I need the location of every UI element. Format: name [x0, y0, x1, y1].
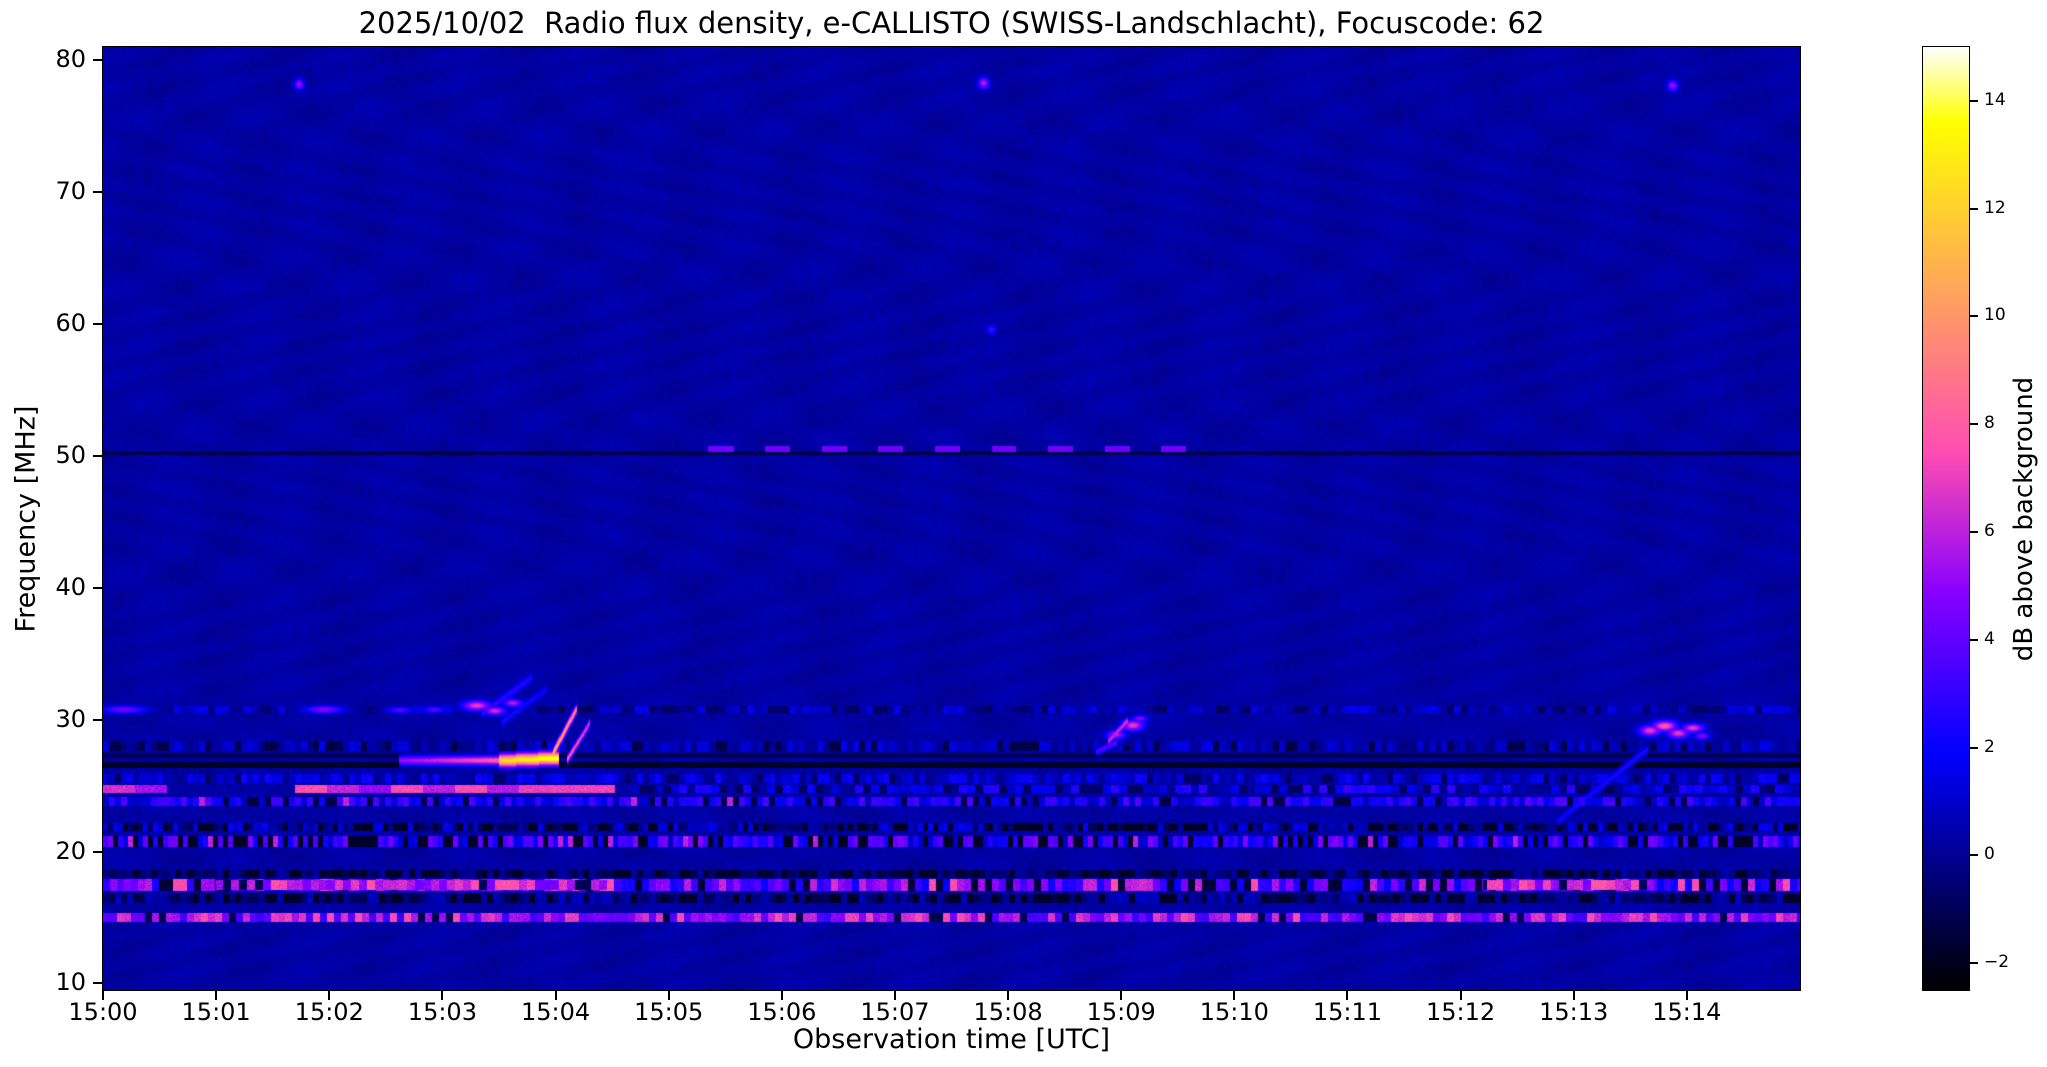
y-axis-label: Frequency [MHz]: [10, 405, 42, 633]
x-tick-label: 15:08: [973, 998, 1043, 1026]
colorbar-tick-label: −2: [1984, 952, 2010, 973]
colorbar-tick-label: 8: [1984, 413, 1995, 434]
colorbar-tick-label: 0: [1984, 844, 1995, 865]
y-tick-mark: [93, 322, 102, 325]
x-tick-label: 15:13: [1539, 998, 1609, 1026]
x-tick-mark: [1572, 991, 1575, 1000]
y-tick-label: 50: [55, 440, 86, 469]
x-tick-mark: [328, 991, 331, 1000]
colorbar-tick-label: 14: [1984, 89, 2006, 110]
x-tick-mark: [1459, 991, 1462, 1000]
x-tick-mark: [1233, 991, 1236, 1000]
y-tick-mark: [93, 850, 102, 853]
y-tick-label: 10: [55, 968, 86, 997]
colorbar-tick-mark: [1970, 638, 1978, 641]
y-tick-mark: [93, 586, 102, 589]
x-tick-label: 15:00: [68, 998, 138, 1026]
colorbar-tick-label: 2: [1984, 736, 1995, 757]
x-tick-mark: [893, 991, 896, 1000]
x-tick-label: 15:03: [407, 998, 477, 1026]
x-tick-label: 15:12: [1426, 998, 1496, 1026]
x-tick-mark: [102, 991, 104, 1000]
x-tick-mark: [667, 991, 670, 1000]
y-tick-label: 30: [55, 704, 86, 733]
y-tick-mark: [93, 454, 102, 457]
spectrogram-canvas: [103, 47, 1800, 990]
colorbar-tick-mark: [1970, 962, 1978, 965]
x-tick-label: 15:01: [181, 998, 251, 1026]
colorbar-tick-mark: [1970, 854, 1978, 857]
colorbar-tick-mark: [1970, 99, 1978, 102]
colorbar-tick-mark: [1970, 207, 1978, 210]
x-tick-label: 15:04: [520, 998, 591, 1026]
x-tick-label: 15:11: [1312, 998, 1383, 1026]
colorbar-tick-label: 4: [1984, 628, 1995, 649]
chart-title: 2025/10/02 Radio flux density, e-CALLIST…: [358, 6, 1545, 40]
x-tick-mark: [1346, 991, 1349, 1000]
x-tick-label: 15:07: [860, 998, 930, 1026]
colorbar-tick-mark: [1970, 315, 1978, 318]
colorbar-label: dB above background: [2009, 376, 2039, 662]
x-tick-mark: [1007, 991, 1010, 1000]
y-tick-label: 60: [55, 308, 86, 337]
colorbar-canvas: [1923, 47, 1969, 990]
colorbar-tick-mark: [1970, 423, 1978, 426]
x-tick-mark: [780, 991, 783, 1000]
colorbar-tick-label: 10: [1984, 305, 2006, 326]
y-tick-label: 70: [55, 177, 86, 206]
colorbar-tick-mark: [1970, 746, 1978, 749]
x-tick-label: 15:05: [634, 998, 704, 1026]
x-tick-mark: [554, 991, 557, 1000]
colorbar-tick-mark: [1970, 530, 1978, 533]
x-axis-label: Observation time [UTC]: [792, 1024, 1111, 1055]
x-tick-label: 15:10: [1199, 998, 1269, 1026]
y-tick-label: 20: [55, 836, 86, 865]
x-tick-mark: [1685, 991, 1688, 1000]
x-tick-mark: [441, 991, 444, 1000]
x-tick-mark: [1120, 991, 1123, 1000]
y-tick-mark: [93, 982, 102, 985]
y-tick-mark: [93, 59, 102, 62]
y-tick-label: 80: [55, 45, 86, 74]
x-tick-label: 15:09: [1086, 998, 1156, 1026]
y-tick-mark: [93, 191, 102, 194]
colorbar-tick-label: 6: [1984, 520, 1995, 541]
y-tick-mark: [93, 718, 102, 721]
x-tick-label: 15:06: [747, 998, 817, 1026]
x-tick-label: 15:14: [1652, 998, 1722, 1026]
colorbar-tick-label: 12: [1984, 197, 2006, 218]
y-tick-label: 40: [55, 572, 86, 601]
x-tick-label: 15:02: [294, 998, 364, 1026]
x-tick-mark: [215, 991, 218, 1000]
